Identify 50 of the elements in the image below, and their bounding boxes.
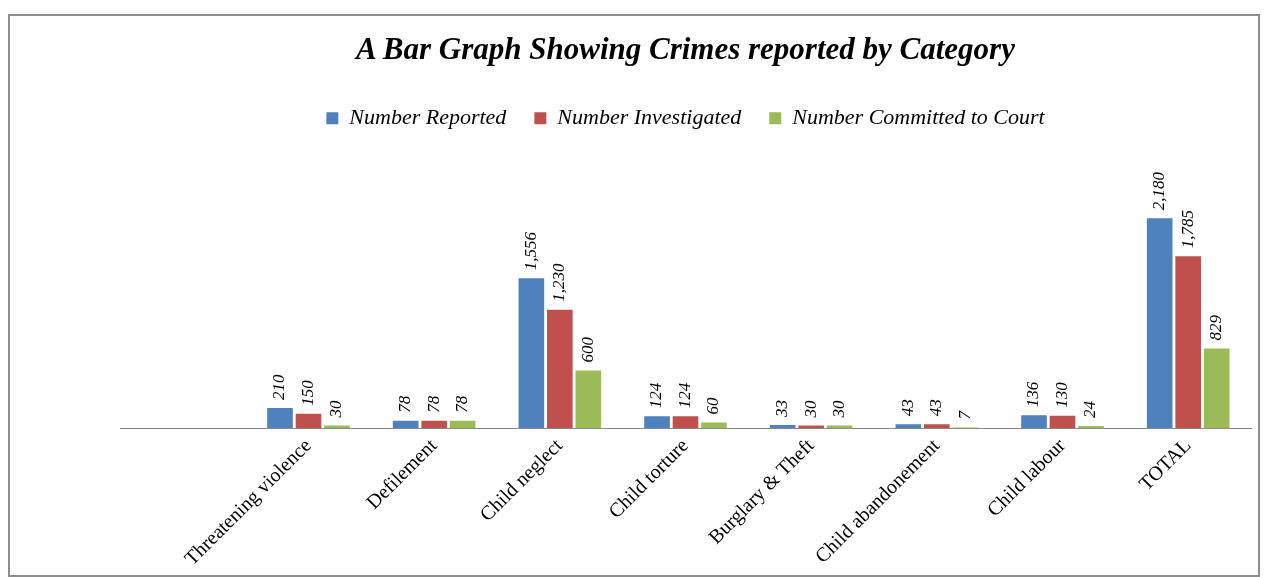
- bar: [798, 425, 824, 429]
- data-label: 150: [297, 379, 317, 406]
- bar: [324, 425, 350, 429]
- data-label: 7: [954, 409, 974, 420]
- data-label: 30: [829, 399, 849, 419]
- data-label: 24: [1080, 400, 1100, 418]
- data-label: 2,180: [1149, 171, 1169, 211]
- bar: [644, 416, 670, 429]
- bar: [1049, 415, 1076, 429]
- data-label: 210: [269, 374, 289, 401]
- bar: [518, 278, 545, 429]
- bar: [895, 424, 922, 429]
- data-label: 124: [646, 382, 666, 409]
- data-label: 1,556: [520, 231, 540, 271]
- bar: [1146, 218, 1173, 429]
- bar: [924, 424, 950, 429]
- chart-title: A Bar Graph Showing Crimes reported by Category: [354, 30, 1016, 66]
- data-label: 43: [897, 399, 917, 417]
- bar: [421, 420, 447, 429]
- data-label: 43: [926, 399, 946, 417]
- legend-label: Number Committed to Court: [791, 103, 1046, 129]
- bar: [295, 413, 322, 429]
- data-label: 33: [772, 400, 792, 419]
- data-label: 1,785: [1177, 210, 1197, 249]
- bar: [672, 416, 699, 429]
- data-label: 1,230: [549, 263, 569, 302]
- bar: [769, 425, 796, 429]
- bar: [575, 370, 602, 429]
- data-label: 60: [703, 396, 723, 415]
- bar: [826, 425, 853, 429]
- data-label: 78: [423, 395, 443, 413]
- data-label: 30: [326, 399, 346, 419]
- bar: [392, 420, 419, 429]
- data-label: 30: [800, 399, 820, 419]
- data-label: 130: [1051, 381, 1071, 408]
- data-label: 136: [1023, 381, 1043, 408]
- bar: [1203, 348, 1230, 429]
- bar: [1021, 415, 1047, 429]
- bar: [1175, 256, 1201, 429]
- bar: [267, 408, 293, 429]
- data-label: 78: [395, 395, 415, 413]
- data-label: 600: [577, 336, 597, 363]
- data-label: 78: [452, 395, 472, 413]
- bar: [701, 422, 727, 429]
- data-label: 124: [674, 382, 694, 409]
- bar: [449, 420, 476, 429]
- data-label: 829: [1206, 314, 1226, 341]
- legend-label: Number Investigated: [556, 103, 743, 129]
- bar: [547, 309, 573, 429]
- legend-label: Number Reported: [348, 103, 508, 129]
